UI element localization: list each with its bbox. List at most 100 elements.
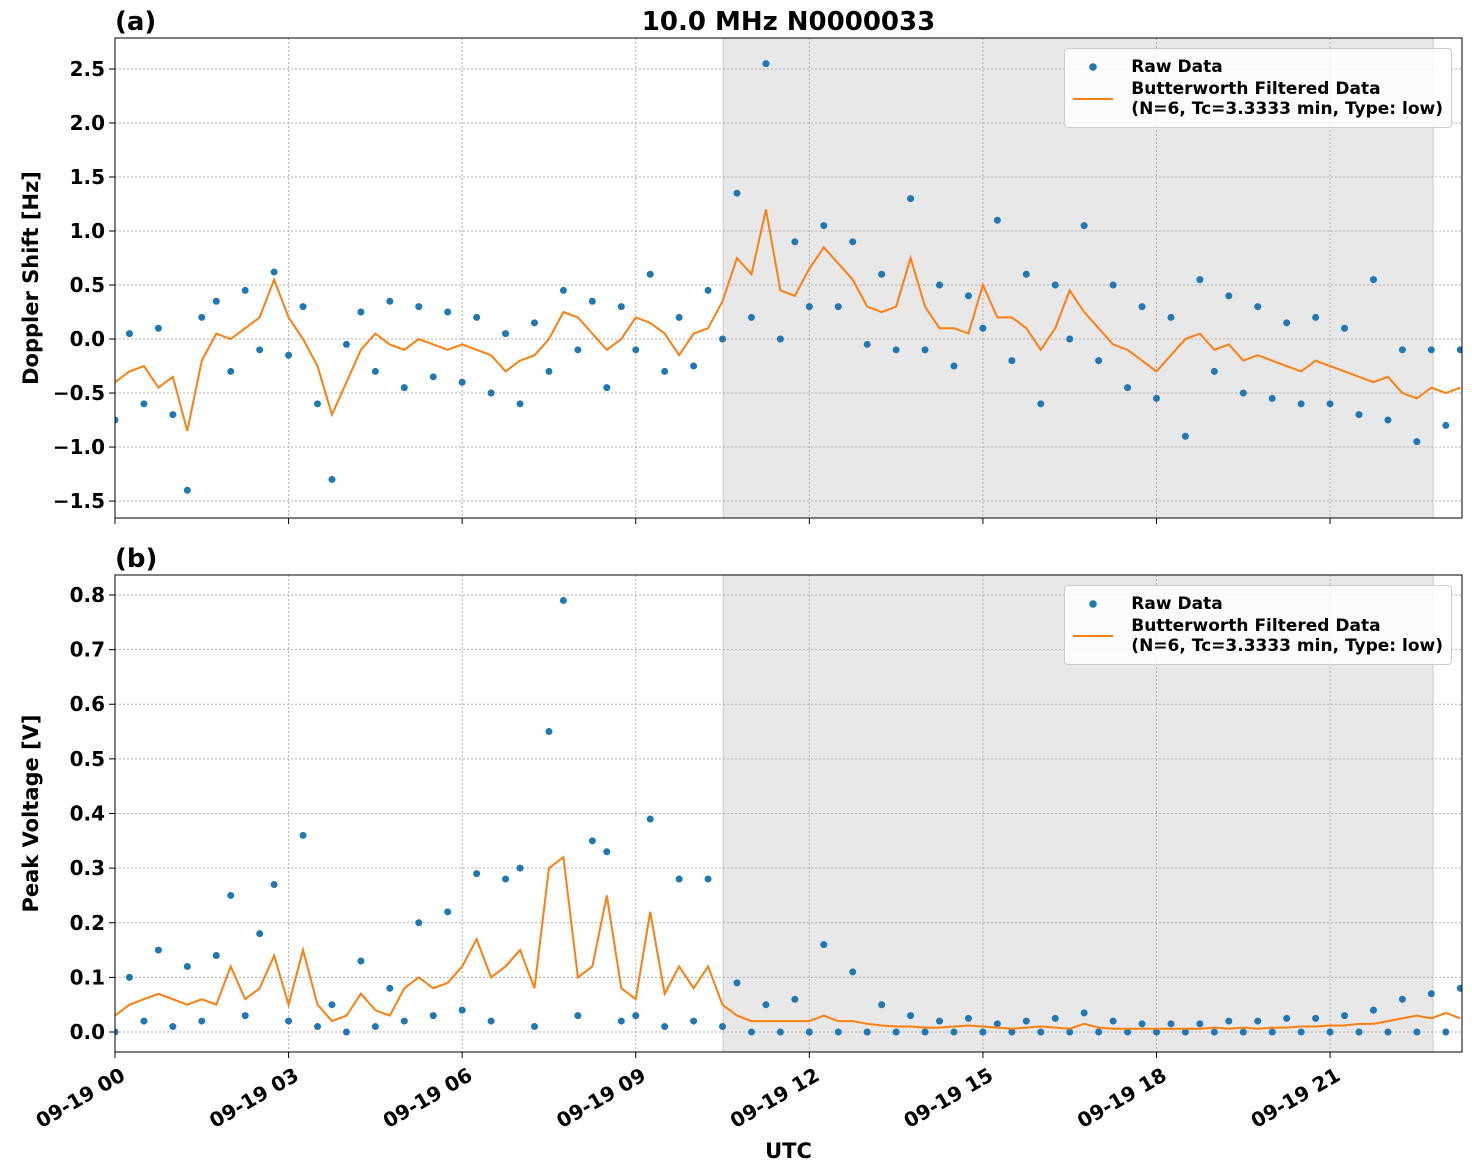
raw-point [1109, 1017, 1117, 1025]
raw-point [588, 297, 596, 305]
raw-point [1427, 346, 1435, 354]
raw-point [1022, 270, 1030, 278]
raw-point [863, 1028, 871, 1036]
raw-point [1283, 319, 1291, 327]
raw-point [646, 270, 654, 278]
raw-point [516, 864, 524, 872]
raw-point [212, 952, 220, 960]
raw-point [1239, 1028, 1247, 1036]
legend-entry: Butterworth Filtered Data (N=6, Tc=3.333… [1073, 616, 1443, 656]
x-tick-label: 09-19 21 [1247, 1063, 1345, 1133]
raw-point [270, 881, 278, 889]
legend-entry: Raw Data [1073, 57, 1443, 77]
raw-point [820, 941, 828, 949]
raw-point [256, 346, 264, 354]
raw-point [1312, 313, 1320, 321]
x-axis-label: UTC [765, 1139, 812, 1163]
raw-point [1297, 400, 1305, 408]
chart-title: 10.0 MHz N0000033 [642, 7, 935, 37]
filtered-line [115, 209, 1461, 432]
raw-point [1095, 357, 1103, 365]
raw-point [328, 475, 336, 483]
raw-point [936, 1017, 944, 1025]
raw-point [1152, 394, 1160, 402]
raw-point [1066, 335, 1074, 343]
raw-point [776, 1028, 784, 1036]
plot-frame [114, 37, 1463, 519]
raw-point [690, 362, 698, 370]
legend-label: Raw Data [1131, 57, 1223, 77]
raw-point [834, 303, 842, 311]
raw-point [227, 891, 235, 899]
raw-point [285, 1017, 293, 1025]
raw-point [1225, 292, 1233, 300]
raw-point [1369, 276, 1377, 284]
raw-point [993, 1020, 1001, 1028]
raw-point [270, 268, 278, 276]
raw-point [559, 286, 567, 294]
raw-point [892, 1028, 900, 1036]
raw-point [747, 1028, 755, 1036]
legend-label: Raw Data [1131, 594, 1223, 614]
raw-point [140, 1017, 148, 1025]
raw-point [1051, 281, 1059, 289]
raw-point [1254, 303, 1262, 311]
x-tick-label: 09-19 03 [205, 1063, 303, 1133]
raw-point [1297, 1028, 1305, 1036]
raw-point [502, 330, 510, 338]
y-axis-label: Doppler Shift [Hz] [19, 171, 43, 385]
raw-point [762, 1001, 770, 1009]
raw-point [878, 1001, 886, 1009]
raw-point [502, 875, 510, 883]
raw-point [747, 313, 755, 321]
legend-entry: Butterworth Filtered Data (N=6, Tc=3.333… [1073, 79, 1443, 119]
raw-point [1124, 1028, 1132, 1036]
raw-point [314, 1023, 322, 1031]
raw-point [473, 313, 481, 321]
raw-point [1384, 416, 1392, 424]
raw-point [1066, 1028, 1074, 1036]
raw-point [632, 346, 640, 354]
raw-point [1283, 1014, 1291, 1022]
raw-point [936, 281, 944, 289]
legend-label: Butterworth Filtered Data (N=6, Tc=3.333… [1131, 79, 1443, 119]
raw-point [1355, 1028, 1363, 1036]
raw-point [878, 270, 886, 278]
raw-point [1051, 1014, 1059, 1022]
raw-point [1037, 1028, 1045, 1036]
raw-point [183, 486, 191, 494]
x-tick-label: 09-19 12 [726, 1063, 824, 1133]
raw-point [1369, 1006, 1377, 1014]
y-tick-label: 0.5 [70, 273, 105, 297]
raw-point [675, 875, 683, 883]
y-tick-label: −1.0 [53, 435, 105, 459]
y-tick-label: 0.2 [70, 911, 105, 935]
y-tick-label: 0.1 [70, 965, 105, 989]
plot-data [115, 60, 1462, 494]
plot-data [115, 596, 1462, 1036]
raw-point [704, 875, 712, 883]
raw-point [1138, 1020, 1146, 1028]
raw-point [400, 1017, 408, 1025]
legend-swatch [1073, 57, 1114, 77]
raw-point [1326, 400, 1334, 408]
legend: Raw Data Butterworth Filtered Data (N=6, … [1064, 48, 1452, 128]
raw-point [1109, 281, 1117, 289]
raw-point [1008, 357, 1016, 365]
legend: Raw Data Butterworth Filtered Data (N=6, … [1064, 585, 1452, 665]
raw-point [328, 1001, 336, 1009]
raw-point [1355, 411, 1363, 419]
raw-point [1456, 346, 1462, 354]
raw-point [1196, 276, 1204, 284]
raw-point [1398, 995, 1406, 1003]
raw-point [198, 313, 206, 321]
legend-swatch [1073, 594, 1114, 614]
raw-point [849, 238, 857, 246]
raw-point [198, 1017, 206, 1025]
filtered-line [115, 855, 1461, 1030]
raw-point [342, 1028, 350, 1036]
raw-point [1167, 313, 1175, 321]
legend-entry: Raw Data [1073, 594, 1443, 614]
y-tick-label: 0.6 [70, 692, 105, 716]
raw-point [863, 340, 871, 348]
